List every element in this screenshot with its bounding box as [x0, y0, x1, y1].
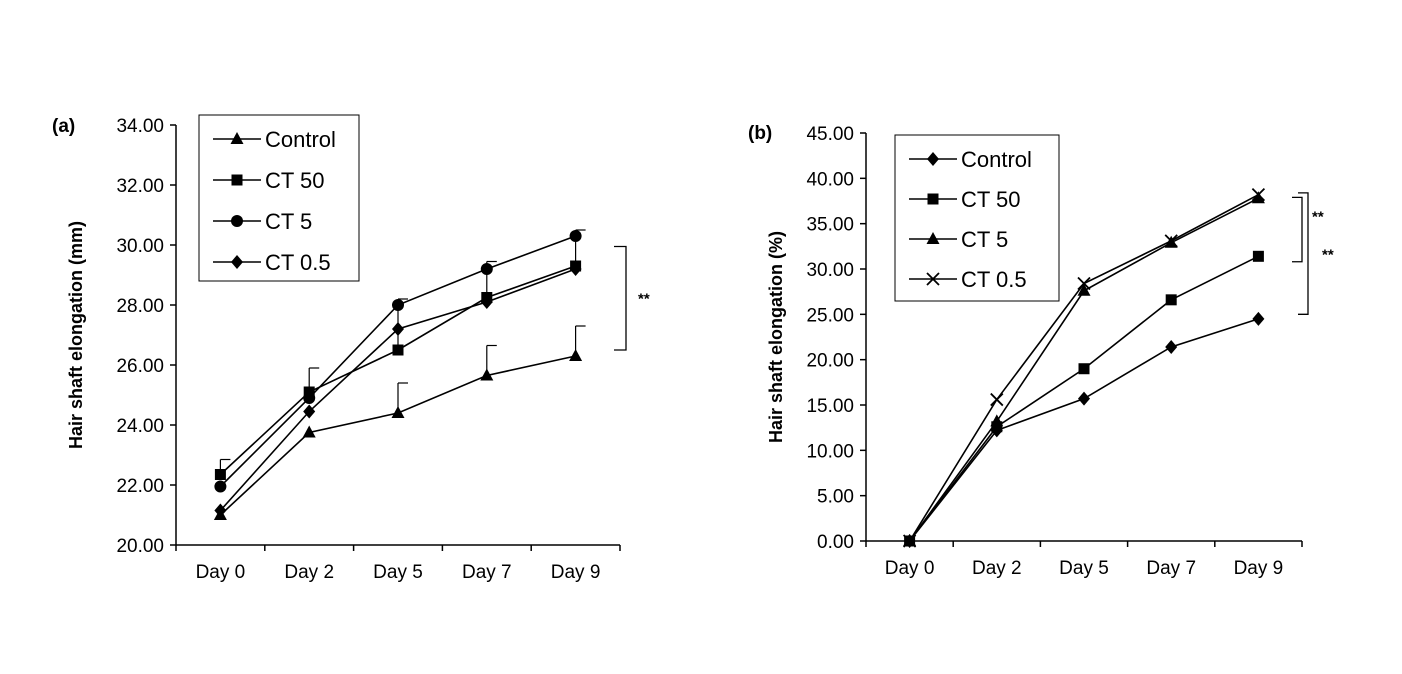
- data-point: [302, 425, 316, 438]
- data-point: [214, 503, 227, 518]
- data-point: [480, 295, 493, 309]
- y-tick-label: 10.00: [806, 441, 854, 462]
- y-tick-label: 35.00: [806, 215, 854, 236]
- data-point: [569, 230, 582, 242]
- x-tick-label: Day 0: [196, 562, 246, 583]
- y-axis-label: Hair shaft elongation (mm): [66, 221, 86, 449]
- legend-label: Control: [265, 127, 336, 152]
- data-point: [902, 534, 917, 548]
- y-tick-label: 40.00: [806, 169, 854, 190]
- series-line-control: [219, 355, 576, 516]
- x-tick-label: Day 9: [1234, 558, 1284, 579]
- panel-label: (b): [748, 123, 772, 144]
- significance-label: **: [1312, 209, 1324, 226]
- legend-label: CT 5: [265, 209, 312, 234]
- panel-a-chart: (a) Hair shaft elongation (mm) 20.00 22.00 2…: [52, 114, 650, 583]
- data-point: [1077, 276, 1091, 291]
- data-point: [1251, 191, 1265, 204]
- x-tick-label: Day 0: [885, 558, 935, 579]
- x-tick-label: Day 7: [1146, 558, 1196, 579]
- significance-bracket: [614, 245, 627, 351]
- x-tick-label: Day 7: [462, 562, 512, 583]
- data-point: [480, 368, 494, 381]
- data-point: [214, 469, 226, 480]
- y-tick-label: 24.00: [116, 416, 164, 437]
- series-line-ct-50: [219, 265, 576, 476]
- legend-marker: [230, 132, 244, 144]
- y-tick-label: 5.00: [817, 487, 854, 508]
- y-tick-label: 25.00: [806, 305, 854, 326]
- y-tick-label: 45.00: [806, 124, 854, 145]
- legend-marker: [231, 174, 243, 186]
- legend-marker: [927, 193, 939, 205]
- x-tick-label: Day 5: [1059, 558, 1109, 579]
- y-tick-label: 15.00: [806, 396, 854, 417]
- data-point: [1077, 283, 1091, 296]
- significance-label: **: [1322, 247, 1334, 264]
- panel-b-chart: (b) Hair shaft elongation (%) 0.00 5.00 10.0…: [748, 123, 1334, 579]
- series-line-control: [908, 318, 1259, 542]
- data-point: [214, 480, 227, 493]
- legend-marker: [927, 152, 939, 166]
- y-tick-label: 28.00: [116, 296, 164, 317]
- data-point: [392, 344, 404, 356]
- legend-label: CT 5: [961, 227, 1008, 252]
- y-tick-label: 30.00: [116, 236, 164, 257]
- x-tick-label: Day 2: [284, 562, 334, 583]
- y-tick-label: 20.00: [116, 536, 164, 557]
- data-point: [480, 263, 493, 275]
- legend-box: [198, 114, 360, 282]
- data-point: [391, 406, 405, 418]
- data-point: [991, 421, 1003, 433]
- data-point: [569, 262, 582, 276]
- data-point: [569, 349, 583, 361]
- data-point: [392, 322, 404, 336]
- panel-label: (a): [52, 116, 75, 137]
- significance-bracket: [1292, 196, 1303, 263]
- data-point: [392, 299, 404, 311]
- legend-marker: [231, 255, 243, 269]
- y-tick-label: 32.00: [116, 176, 164, 197]
- legend-box: [894, 134, 1060, 302]
- x-tick-label: Day 5: [373, 562, 423, 583]
- data-point: [1252, 250, 1264, 262]
- y-axis-label: Hair shaft elongation (%): [766, 231, 786, 443]
- y-tick-label: 0.00: [817, 532, 854, 553]
- significance-bracket: [1298, 192, 1309, 315]
- legend-label: Control: [961, 147, 1032, 172]
- legend-marker: [926, 232, 940, 244]
- data-point: [1164, 234, 1178, 248]
- significance-label: **: [638, 290, 650, 307]
- legend-label: CT 50: [265, 168, 325, 193]
- legend-label: CT 0.5: [961, 267, 1027, 292]
- y-tick-label: 34.00: [116, 116, 164, 137]
- data-point: [990, 414, 1004, 427]
- legend-marker: [926, 272, 940, 286]
- data-point: [303, 392, 316, 404]
- legend-label: CT 0.5: [265, 250, 331, 275]
- x-tick-label: Day 2: [972, 558, 1022, 579]
- data-point: [1251, 188, 1266, 202]
- legend-label: CT 50: [961, 187, 1021, 212]
- data-point: [303, 404, 316, 419]
- y-tick-label: 20.00: [806, 351, 854, 372]
- y-tick-label: 22.00: [116, 476, 164, 497]
- data-point: [1252, 311, 1265, 326]
- legend-marker: [231, 215, 243, 227]
- data-point: [1078, 363, 1090, 375]
- y-tick-label: 30.00: [806, 260, 854, 281]
- y-tick-label: 26.00: [116, 356, 164, 377]
- data-point: [1078, 391, 1090, 406]
- data-point: [1165, 339, 1178, 354]
- data-point: [1165, 294, 1177, 306]
- x-tick-label: Day 9: [551, 562, 601, 583]
- data-point: [990, 392, 1004, 407]
